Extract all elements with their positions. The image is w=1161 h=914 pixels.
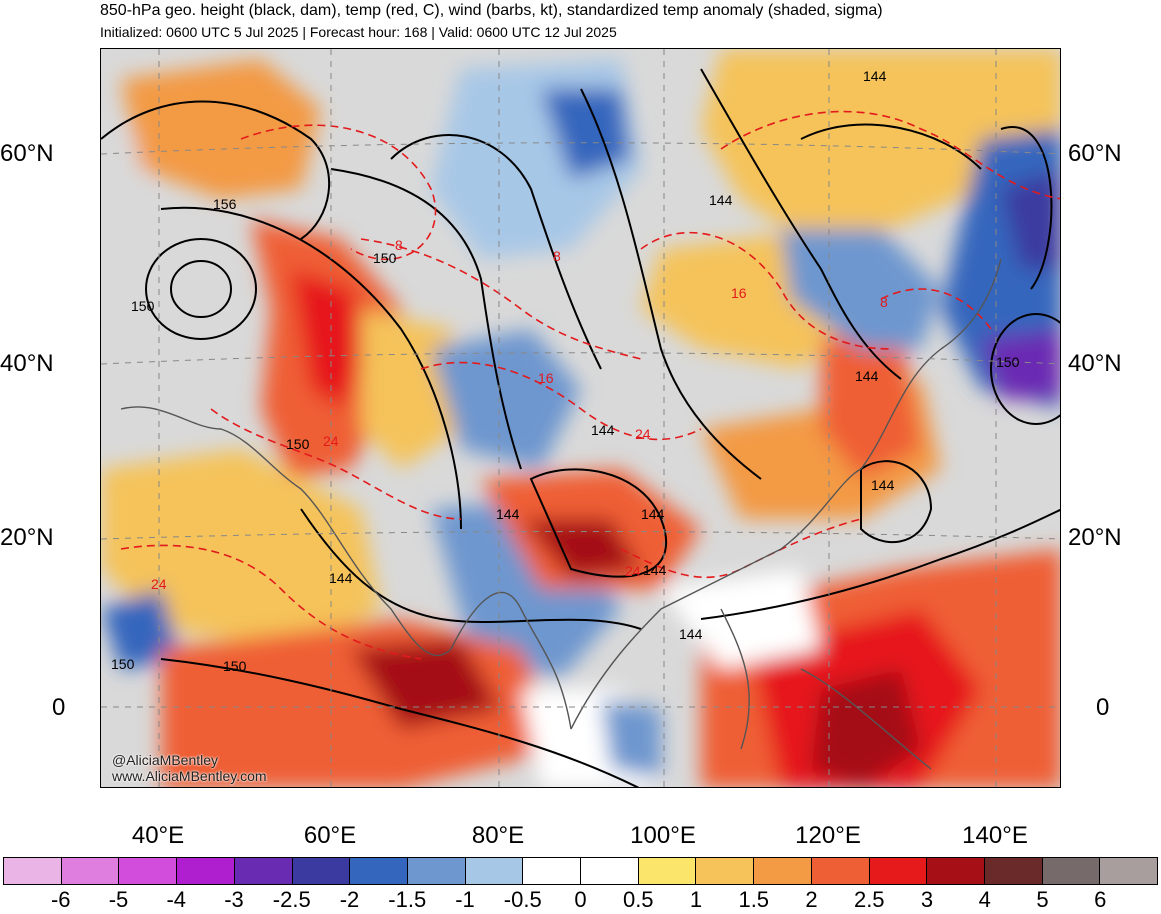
colorbar-swatch [581,858,639,884]
colorbar-tick-label: 1.5 [738,887,770,912]
colorbar-swatch [696,858,755,884]
colorbar-swatch [4,858,62,884]
colorbar-tick-label: 2 [805,887,818,912]
temp-contours [120,110,1060,660]
colorbar-swatch [1042,858,1101,884]
map-subtitle: Initialized: 0600 UTC 5 Jul 2025 | Forec… [100,24,617,40]
colorbar-tick-label: 5 [1036,887,1049,912]
colorbar-swatch [177,858,235,884]
colorbar-tick-label: -3 [224,887,244,912]
colorbar-tick-label: 0 [574,887,587,912]
temp-label: 16 [538,370,554,386]
height-label: 144 [679,626,703,642]
colorbar-swatch [638,858,697,884]
lon-label: 140°E [962,822,1028,849]
lat-label-right: 0 [1096,694,1110,721]
colorbar-tick-label: -2.5 [272,887,311,912]
height-label: 144 [709,192,733,208]
colorbar-swatch [61,858,120,884]
colorbar-tick-label: -1.5 [388,887,427,912]
lat-label-left: 0 [52,694,66,721]
lon-label: 100°E [630,822,696,849]
colorbar-tick-label: -0.5 [503,887,542,912]
temp-label: 24 [151,576,167,592]
temp-label: 24 [625,563,641,579]
colorbar-tick-label: -2 [339,887,360,912]
colorbar-swatch [811,858,870,884]
lon-label: 80°E [471,822,525,849]
height-label: 150 [131,298,155,314]
temp-label: 24 [323,433,339,449]
colorbar-swatch [754,858,812,884]
lat-label-right: 40°N [1068,350,1122,377]
colorbar-swatch [869,858,928,884]
colorbar-tick-label: 4 [978,887,991,912]
colorbar-swatch [119,858,178,884]
colorbar-tick-label: -4 [166,887,187,912]
lon-label: 120°E [795,822,861,849]
map-canvas: 156 150 150 150 150 150 144 144 144 144 … [101,49,1060,787]
colorbar-tick-label: 6 [1094,887,1107,912]
height-label: 150 [223,658,247,674]
colorbar-swatch [465,858,524,884]
colorbar-tick-label: 3 [920,887,934,912]
colorbar-swatch [523,858,582,884]
height-label: 144 [496,506,520,522]
height-label: 150 [286,436,310,452]
credit-handle: @AliciaMBentley [112,752,219,768]
height-label: 144 [855,368,879,384]
colorbar-swatch [292,858,351,884]
height-label: 144 [641,506,665,522]
colorbar-tick-label: 1 [689,887,703,912]
graticule [101,49,1060,787]
temp-label: 24 [635,426,651,442]
colorbar-swatch [350,858,408,884]
lon-label: 40°E [131,822,185,849]
forecast-map[interactable]: 156 150 150 150 150 150 144 144 144 144 … [100,48,1061,788]
temp-label: 8 [880,294,888,310]
colorbar-tick-label: -5 [108,887,129,912]
temp-label: 16 [731,285,747,301]
height-label: 144 [863,68,887,84]
credit-url: www.AliciaMBentley.com [112,768,267,784]
lat-label-left: 40°N [0,350,54,377]
height-label: 150 [111,656,135,672]
colorbar-tick-label: 0.5 [622,887,654,912]
colorbar [3,857,1158,885]
height-label: 156 [213,196,237,212]
temp-label: 8 [553,248,561,264]
lon-label: 60°E [303,822,357,849]
lat-label-right: 20°N [1068,524,1122,551]
lat-label-left: 20°N [0,524,54,551]
height-label: 144 [591,422,615,438]
height-label: 144 [329,570,353,586]
colorbar-swatch [927,858,985,884]
colorbar-swatch [234,858,293,884]
colorbar-swatch [1100,858,1158,884]
colorbar-swatch [407,858,466,884]
colorbar-tick-label: 2.5 [853,887,885,912]
colorbar-tick-label: -1 [455,887,475,912]
anomaly-shading [101,49,1060,787]
contour-labels: 156 150 150 150 150 150 144 144 144 144 … [111,68,1020,674]
temp-label: 8 [395,237,403,253]
lat-label-left: 60°N [0,140,54,167]
height-label: 150 [373,250,397,266]
height-contours [101,68,1060,787]
height-label: 150 [996,354,1020,370]
height-label: 144 [643,562,667,578]
colorbar-tick-label: -6 [50,887,71,912]
height-label: 144 [871,477,895,493]
map-title: 850-hPa geo. height (black, dam), temp (… [100,2,883,19]
coastlines [120,258,1002,770]
colorbar-swatch [984,858,1043,884]
lat-label-right: 60°N [1068,140,1122,167]
